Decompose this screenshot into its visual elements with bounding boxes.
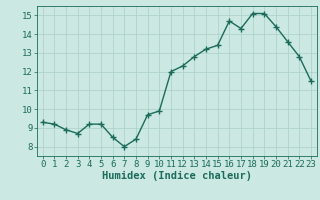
X-axis label: Humidex (Indice chaleur): Humidex (Indice chaleur) xyxy=(102,171,252,181)
